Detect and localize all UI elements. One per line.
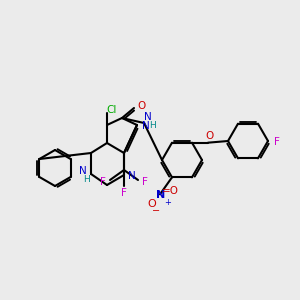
Text: F: F [142,177,148,187]
Text: O: O [205,131,213,141]
Text: N: N [142,121,150,131]
Text: N: N [144,112,152,122]
Text: F: F [100,177,106,187]
Text: O: O [148,199,156,209]
Text: F: F [274,137,280,147]
Text: +: + [165,198,171,207]
Text: −: − [152,206,160,216]
Text: O: O [137,101,145,111]
Text: H: H [84,176,90,184]
Text: N: N [79,166,87,176]
Text: Cl: Cl [107,105,117,115]
Text: N: N [156,190,166,200]
Text: F: F [121,188,127,198]
Text: N: N [128,171,136,181]
Text: =O: =O [161,186,178,196]
Text: H: H [150,122,156,130]
